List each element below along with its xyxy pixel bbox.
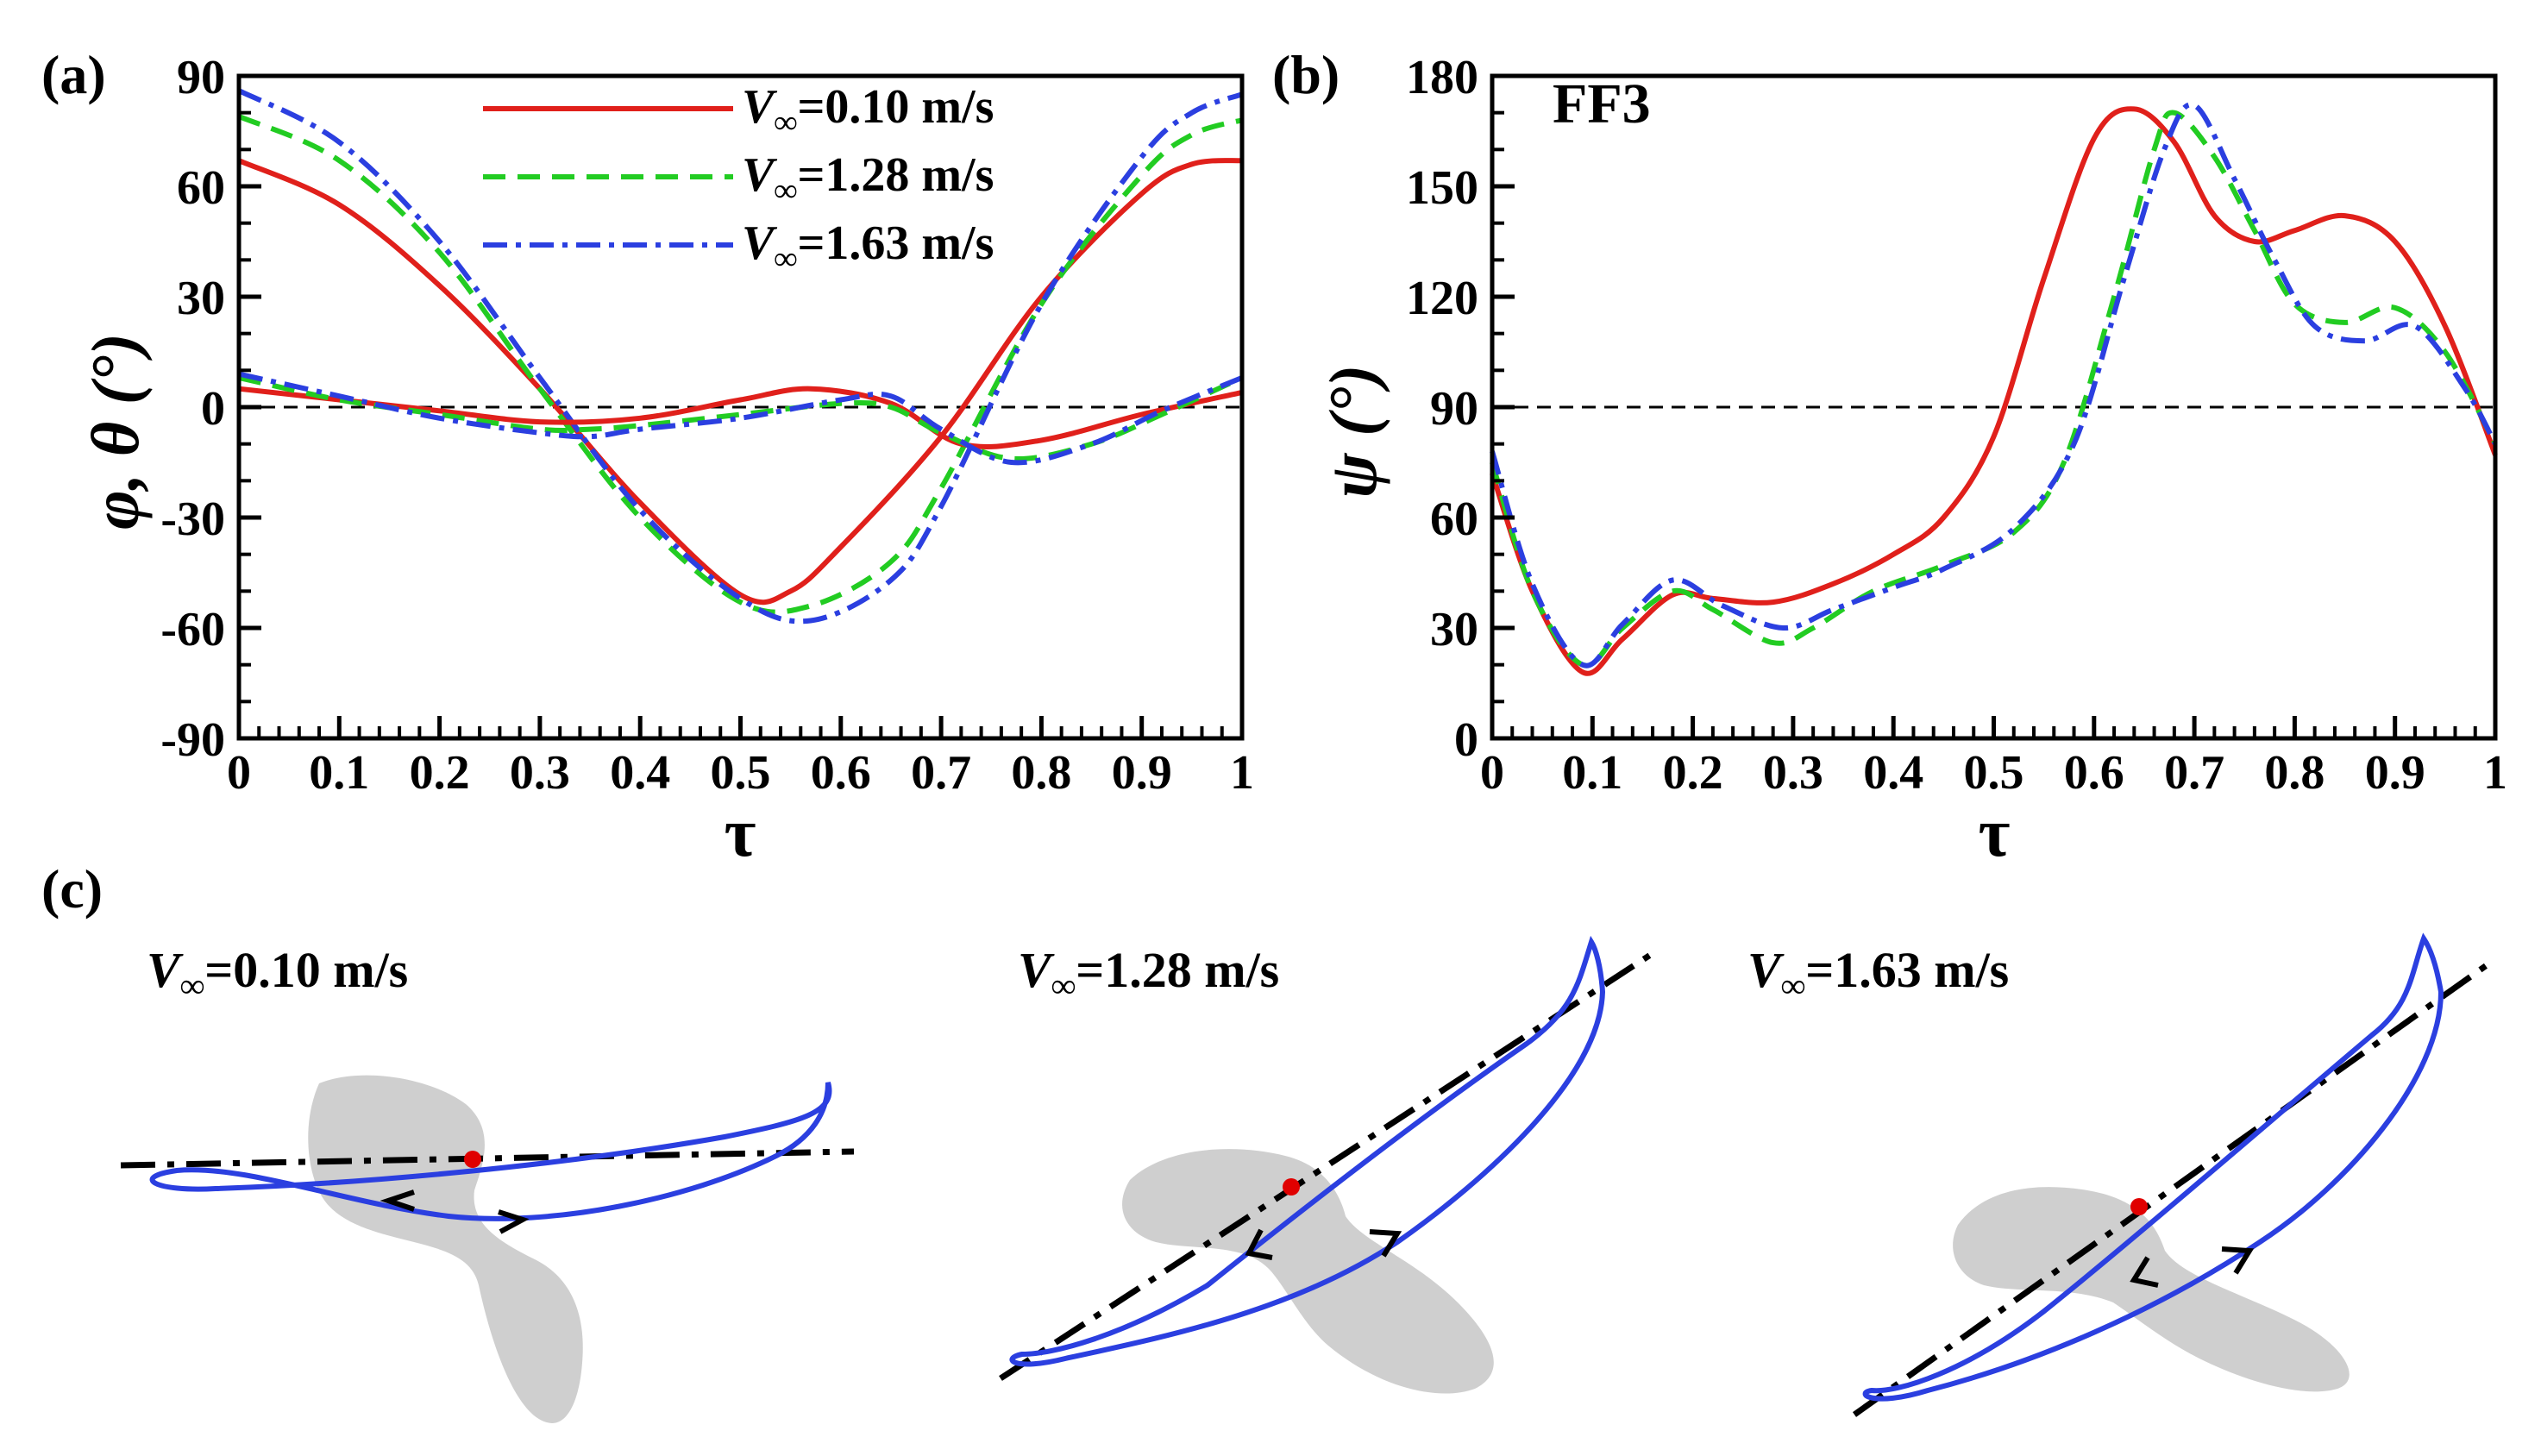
arrow-up-right-icon: [2221, 1246, 2255, 1275]
panel-a-x-tick-label: 0.7: [911, 746, 971, 800]
arrow-left-icon: [380, 1189, 415, 1212]
legend-entry-2: V∞=1.28 m/s: [742, 148, 994, 209]
panel-a-x-tick-label: 0.1: [309, 746, 369, 800]
trajectory-3-label: V∞=1.63 m/s: [1747, 942, 2009, 1005]
panel-a-x-tick-label: 0.5: [711, 746, 771, 800]
panel-b-y-tick-label: 0: [1454, 713, 1478, 767]
pivot-marker: [2130, 1198, 2148, 1215]
panel-a-series-line-3: [237, 88, 1244, 624]
panel-a-y-tick-label: -60: [160, 603, 225, 656]
pivot-marker: [464, 1151, 481, 1168]
panel-a-y-tick-label: 0: [201, 382, 225, 436]
panel-b-series-line-2: [1490, 110, 2498, 668]
panel-b-axes: 0 0.1 0.2 0.3 0.4 0.5 0.6 0.7 0.8 0.9 1 180 150 120 90…: [1406, 51, 2507, 800]
trajectory-sub-1: V∞=0.10 m/s: [120, 942, 855, 1423]
arrow-right-icon: [498, 1209, 530, 1234]
panel-b-x-tick-label: 0.4: [1863, 746, 1923, 800]
panel-b-y-tick-label: 120: [1406, 272, 1478, 325]
panel-a-y-tick-label: 90: [177, 51, 225, 104]
panel-b-x-tick-label: 0.5: [1964, 746, 2024, 800]
panel-b-ylabel: ψ (°): [1315, 365, 1390, 499]
arrow-down-left-icon: [1245, 1228, 1273, 1260]
panel-a-series: [237, 88, 1244, 624]
panel-a-series-line-1: [237, 158, 1243, 606]
pivot-marker: [1283, 1178, 1300, 1196]
trajectory-loop: [1862, 932, 2444, 1402]
panel-b-y-tick-label: 150: [1406, 161, 1478, 215]
panel-b-x-tick-label: 1: [2483, 746, 2507, 800]
panel-b-x-tick-label: 0.7: [2164, 746, 2224, 800]
panel-b-y-tick-label: 90: [1430, 382, 1478, 436]
panel-b-series-line-3: [1490, 102, 2498, 668]
legend: V∞=0.10 m/s V∞=1.28 m/s V∞=1.63 m/s: [483, 80, 994, 277]
panel-b-y-tick-label: 60: [1430, 493, 1478, 546]
panel-b-x-tick-label: 0.8: [2264, 746, 2325, 800]
panel-a-x-tick-label: 1: [1230, 746, 1254, 800]
panel-a-series-line-6: [238, 371, 1244, 466]
panel-a-series-line-2: [237, 114, 1243, 615]
panel-b-x-tick-label: 0: [1480, 746, 1504, 800]
panel-b-x-tick-label: 0.3: [1763, 746, 1823, 800]
panel-a-ylabel: φ, θ (°): [78, 333, 153, 530]
panel-b-series-line-1: [1490, 106, 2498, 676]
fish-body-silhouette: [308, 1075, 583, 1423]
panel-a-series-line-4: [238, 386, 1243, 449]
panel-a-y-tick-label: -90: [160, 713, 225, 767]
panel-b-x-tick-label: 0.9: [2365, 746, 2425, 800]
panel-a-x-tick-label: 0.2: [410, 746, 470, 800]
trajectory-panel-c: (c) V∞=0.10 m/s V∞=1.28 m/s: [41, 858, 2495, 1423]
panel-a-y-tick-label: 30: [177, 272, 225, 325]
legend-entry-1: V∞=0.10 m/s: [742, 80, 994, 141]
panel-b-series: [1490, 102, 2498, 676]
panel-b-title: FF3: [1553, 72, 1651, 135]
arrow-up-right-icon: [1369, 1229, 1402, 1258]
panel-a-series-line-5: [238, 374, 1244, 461]
panel-b-x-tick-label: 0.2: [1663, 746, 1723, 800]
panel-a-y-tick-label: -30: [160, 493, 225, 546]
panel-a-y-tick-label: 60: [177, 161, 225, 215]
trajectory-loop: [149, 1082, 832, 1221]
panel-a-x-tick-label: 0.8: [1011, 746, 1071, 800]
panel-a-x-tick-label: 0.4: [610, 746, 670, 800]
panel-b-x-tick-label: 0.1: [1562, 746, 1622, 800]
body-axis-line: [1852, 958, 2495, 1417]
panel-a-x-tick-label: 0: [227, 746, 251, 800]
trajectory-2-label: V∞=1.28 m/s: [1018, 942, 1279, 1005]
panel-b-xlabel: τ: [1979, 795, 2011, 871]
panel-a-x-tick-label: 0.9: [1112, 746, 1172, 800]
panel-b-y-tick-label: 180: [1406, 51, 1478, 104]
panel-a-xlabel: τ: [725, 795, 756, 871]
arrow-down-left-icon: [2130, 1256, 2159, 1288]
panel-a-axes: 0 0.1 0.2 0.3 0.4 0.5 0.6 0.7 0.8 0.9 1 90 60 30 0 -30 -…: [160, 51, 1254, 800]
panel-a-x-tick-label: 0.6: [811, 746, 871, 800]
trajectory-loop: [1009, 935, 1606, 1367]
legend-entry-3: V∞=1.63 m/s: [742, 217, 994, 277]
panel-b-y-tick-label: 30: [1430, 603, 1478, 656]
fish-body-silhouette: [1122, 1149, 1494, 1394]
panel-a-x-tick-label: 0.3: [510, 746, 570, 800]
body-axis-line: [120, 1148, 855, 1169]
panel-c-label: (c): [41, 858, 103, 919]
panel-b-x-tick-label: 0.6: [2064, 746, 2124, 800]
panel-a-label: (a): [41, 44, 106, 105]
chart-panel-a: (a) 0 0.1 0.2 0.3 0.4 0.5 0.6 0.7 0.8 0.9 19060300…: [41, 44, 1254, 871]
chart-panel-b: (b) FF3 0 0.1 0.2 0.3 0.4 0.5 0.6 0.7 0.8 0.9 1 180…: [1272, 44, 2507, 871]
trajectory-sub-3: V∞=1.63 m/s: [1747, 932, 2495, 1417]
panel-b-label: (b): [1272, 44, 1340, 105]
fish-body-silhouette: [1953, 1187, 2350, 1392]
trajectory-sub-2: V∞=1.28 m/s: [999, 935, 1653, 1394]
trajectory-1-label: V∞=0.10 m/s: [147, 942, 408, 1005]
